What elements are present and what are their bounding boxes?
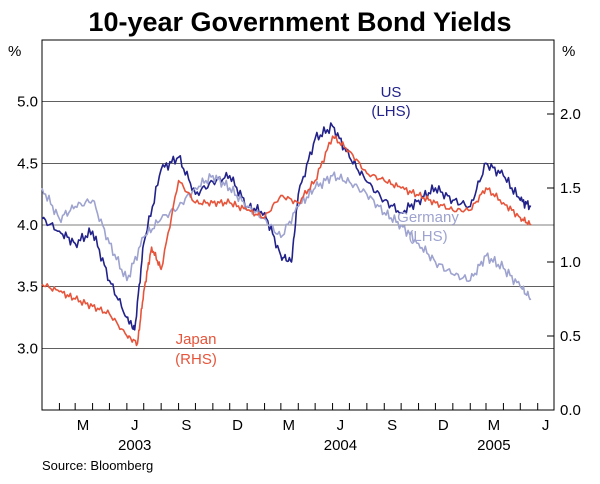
- us-label: US: [381, 84, 402, 101]
- x-axis-labels: M J S D M J S D M J 2003 2004 2005: [77, 417, 550, 454]
- japan-label: Japan: [176, 331, 217, 348]
- x-month-label: D: [438, 417, 449, 434]
- x-month-label: S: [387, 417, 397, 434]
- left-tick-label: 4.5: [17, 155, 38, 172]
- left-axis-unit: %: [8, 43, 21, 60]
- x-month-label: M: [77, 417, 90, 434]
- x-year-label: 2005: [477, 437, 510, 454]
- left-tick-label: 3.0: [17, 340, 38, 357]
- x-month-label: J: [337, 417, 345, 434]
- series-line-germany: [41, 171, 532, 301]
- x-month-label: M: [488, 417, 501, 434]
- right-axis-ticks: 0.0 0.5 1.0 1.5 2.0: [547, 106, 581, 419]
- x-year-label: 2004: [324, 437, 357, 454]
- japan-sublabel: (RHS): [175, 351, 217, 368]
- x-month-label: J: [542, 417, 550, 434]
- right-tick-label: 0.5: [560, 328, 581, 345]
- source-note: Source: Bloomberg: [42, 458, 153, 473]
- x-month-label: M: [282, 417, 295, 434]
- right-axis-unit: %: [562, 43, 575, 60]
- right-tick-label: 2.0: [560, 106, 581, 123]
- x-axis-ticks: [58, 403, 539, 410]
- us-sublabel: (LHS): [371, 103, 410, 120]
- x-month-label: S: [181, 417, 191, 434]
- right-tick-label: 1.0: [560, 254, 581, 271]
- left-tick-label: 4.0: [17, 217, 38, 234]
- right-tick-label: 1.5: [560, 180, 581, 197]
- series-line-japan: [41, 135, 532, 347]
- series-line-us: [41, 122, 532, 331]
- x-month-label: J: [131, 417, 139, 434]
- x-year-label: 2003: [118, 437, 151, 454]
- germany-label: Germany: [397, 209, 459, 226]
- x-month-label: D: [232, 417, 243, 434]
- left-axis-ticks: 3.0 3.5 4.0 4.5 5.0: [17, 94, 38, 358]
- left-tick-label: 3.5: [17, 279, 38, 296]
- chart-title: 10-year Government Bond Yields: [88, 7, 511, 37]
- right-tick-label: 0.0: [560, 402, 581, 419]
- series-lines: [41, 122, 532, 347]
- left-tick-label: 5.0: [17, 94, 38, 111]
- gridlines: [42, 101, 554, 349]
- germany-sublabel: (LHS): [408, 228, 447, 245]
